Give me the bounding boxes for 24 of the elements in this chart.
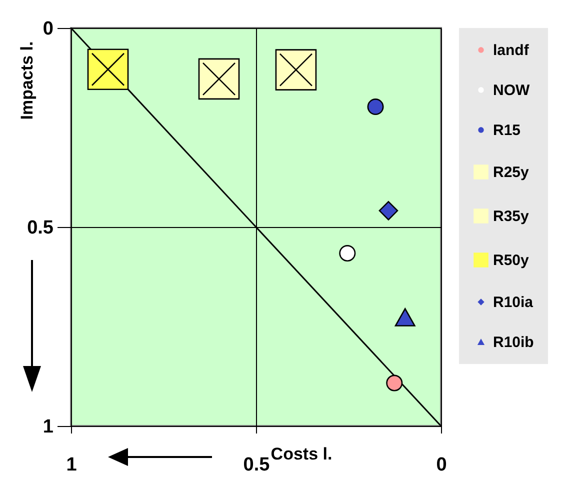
x-tick-label: 0.5 — [243, 454, 270, 476]
legend-label: R15 — [493, 122, 521, 139]
legend-label: NOW — [493, 82, 530, 99]
point — [339, 245, 356, 262]
legend-label: R10ib — [493, 334, 534, 351]
point — [198, 58, 240, 100]
x-axis-title: Costs l. — [270, 444, 332, 464]
x-tick-label: 0 — [436, 454, 447, 476]
y-tick-label: 0 — [42, 18, 54, 40]
legend-label: R50y — [493, 252, 530, 269]
point — [378, 201, 398, 220]
legend-label: R25y — [493, 164, 530, 181]
y-axis-title: Impacts l. — [18, 41, 36, 120]
legend-label: R10ia — [493, 294, 534, 311]
x-tick-label: 1 — [66, 454, 78, 476]
point — [386, 374, 403, 392]
legend-label: landf — [493, 42, 530, 59]
y-tick-label: 1 — [42, 416, 54, 438]
legend-label: R35y — [493, 208, 530, 225]
point — [394, 308, 416, 326]
point — [87, 48, 129, 90]
y-tick-label: 0.5 — [27, 218, 54, 238]
point — [275, 49, 317, 90]
point — [367, 98, 384, 116]
